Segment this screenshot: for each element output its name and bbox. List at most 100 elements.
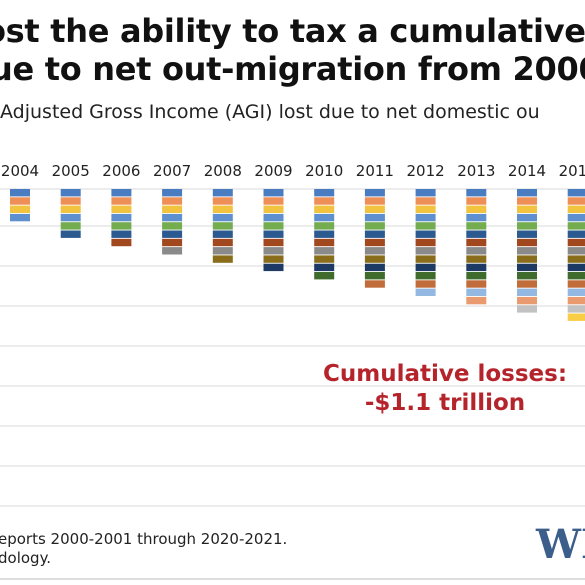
bar-segment-2005-4 <box>60 213 81 222</box>
bar-segment-2004-3 <box>10 205 30 213</box>
bar-segment-2014-1 <box>517 189 537 197</box>
bar-segment-2014-11 <box>517 272 537 280</box>
bar-segment-2008-9 <box>212 255 233 263</box>
bar-segment-2008-4 <box>212 213 233 222</box>
bar-segment-2013-7 <box>466 238 487 247</box>
bar-segment-2013-9 <box>466 255 487 263</box>
bar-segment-2010-1 <box>314 189 335 197</box>
bar-segment-2015-7 <box>567 238 585 247</box>
bar-segment-2013-6 <box>466 230 487 238</box>
bar-segment-2011-7 <box>364 238 385 247</box>
bar-segment-2011-11 <box>364 272 385 280</box>
bar-segment-2012-5 <box>415 222 436 230</box>
bar-segment-2008-6 <box>212 230 233 238</box>
bar-segment-2009-7 <box>263 238 284 247</box>
source-line-1: eports 2000-2001 through 2020-2021. <box>0 530 288 548</box>
bar-segment-2012-9 <box>415 255 436 263</box>
bar-segment-2012-8 <box>415 247 436 255</box>
publisher-logo: WI <box>536 521 585 568</box>
bar-segment-2015-4 <box>567 213 585 222</box>
bar-segment-2006-2 <box>111 197 132 205</box>
bar-segment-2015-13 <box>567 288 585 296</box>
x-tick-label-2013: 2013 <box>457 162 495 180</box>
bar-segment-2011-8 <box>364 247 385 255</box>
bar-segment-2014-10 <box>517 263 537 272</box>
bar-segment-2011-4 <box>364 213 385 222</box>
bar-segment-2007-5 <box>162 222 183 230</box>
bar-segment-2014-6 <box>517 230 537 238</box>
bar-segment-2014-5 <box>517 222 537 230</box>
bar-segment-2010-10 <box>314 263 335 272</box>
bar-segment-2007-2 <box>162 197 183 205</box>
bar-segment-2012-6 <box>415 230 436 238</box>
bar-segment-2006-6 <box>111 230 132 238</box>
bar-segment-2004-2 <box>10 197 30 205</box>
bar-segment-2013-8 <box>466 247 487 255</box>
bar-segment-2009-3 <box>263 205 284 213</box>
bar-segment-2013-11 <box>466 272 487 280</box>
x-tick-label-2011: 2011 <box>356 162 394 180</box>
x-tick-label-2004: 2004 <box>1 162 39 180</box>
bar-segment-2013-4 <box>466 213 487 222</box>
bar-segment-2004-4 <box>10 213 30 222</box>
cumulative-losses-annotation: Cumulative losses: -$1.1 trillion <box>300 360 585 418</box>
bar-segment-2006-4 <box>111 213 132 222</box>
bar-segment-2012-1 <box>415 189 436 197</box>
bar-segment-2010-3 <box>314 205 335 213</box>
bar-segment-2012-7 <box>415 238 436 247</box>
bar-segment-2009-4 <box>263 213 284 222</box>
annotation-value: -$1.1 trillion <box>364 390 526 416</box>
chart-title-line-1: ost the ability to tax a cumulative <box>0 12 585 50</box>
x-tick-label-2012: 2012 <box>407 162 445 180</box>
bar-segment-2008-5 <box>212 222 233 230</box>
bar-segment-2015-16 <box>567 313 585 321</box>
bar-segment-2006-5 <box>111 222 132 230</box>
bar-segment-2009-2 <box>263 197 284 205</box>
bar-segment-2011-5 <box>364 222 385 230</box>
x-tick-label-2008: 2008 <box>204 162 242 180</box>
bar-segment-2010-4 <box>314 213 335 222</box>
bar-segment-2015-8 <box>567 247 585 255</box>
x-tick-label-2005: 2005 <box>52 162 90 180</box>
bar-segment-2005-2 <box>60 197 81 205</box>
bar-segment-2015-1 <box>567 189 585 197</box>
bar-segment-2015-9 <box>567 255 585 263</box>
bottom-divider <box>0 578 585 580</box>
bar-segment-2011-9 <box>364 255 385 263</box>
bar-segment-2012-13 <box>415 288 436 296</box>
bar-segment-2015-14 <box>567 296 585 305</box>
bar-segment-2012-12 <box>415 280 436 288</box>
bar-segment-2012-11 <box>415 272 436 280</box>
bar-segment-2015-11 <box>567 272 585 280</box>
bar-segment-2015-12 <box>567 280 585 288</box>
bar-segment-2011-1 <box>364 189 385 197</box>
bar-segment-2007-4 <box>162 213 183 222</box>
bar-segment-2012-4 <box>415 213 436 222</box>
bar-segment-2009-5 <box>263 222 284 230</box>
source-note: eports 2000-2001 through 2020-2021. dolo… <box>0 530 287 568</box>
bar-segment-2008-8 <box>212 247 233 255</box>
bar-segment-2010-9 <box>314 255 335 263</box>
bar-segment-2007-6 <box>162 230 183 238</box>
bar-segment-2015-2 <box>567 197 585 205</box>
source-line-2: dology. <box>0 549 52 567</box>
bar-segment-2013-10 <box>466 263 487 272</box>
bar-segment-2012-2 <box>415 197 436 205</box>
bar-segment-2014-15 <box>517 305 537 313</box>
bar-segment-2013-5 <box>466 222 487 230</box>
bar-segment-2005-5 <box>60 222 81 230</box>
bar-segment-2007-1 <box>162 189 183 197</box>
bar-segment-2005-6 <box>60 230 81 238</box>
x-tick-label-2014: 2014 <box>508 162 546 180</box>
bar-segment-2014-12 <box>517 280 537 288</box>
bar-segment-2006-3 <box>111 205 132 213</box>
x-tick-label-2007: 2007 <box>153 162 191 180</box>
bar-segment-2010-8 <box>314 247 335 255</box>
bar-segment-2014-8 <box>517 247 537 255</box>
bar-segment-2014-9 <box>517 255 537 263</box>
bar-segment-2013-3 <box>466 205 487 213</box>
bar-segment-2008-7 <box>212 238 233 247</box>
bar-segment-2015-15 <box>567 305 585 313</box>
